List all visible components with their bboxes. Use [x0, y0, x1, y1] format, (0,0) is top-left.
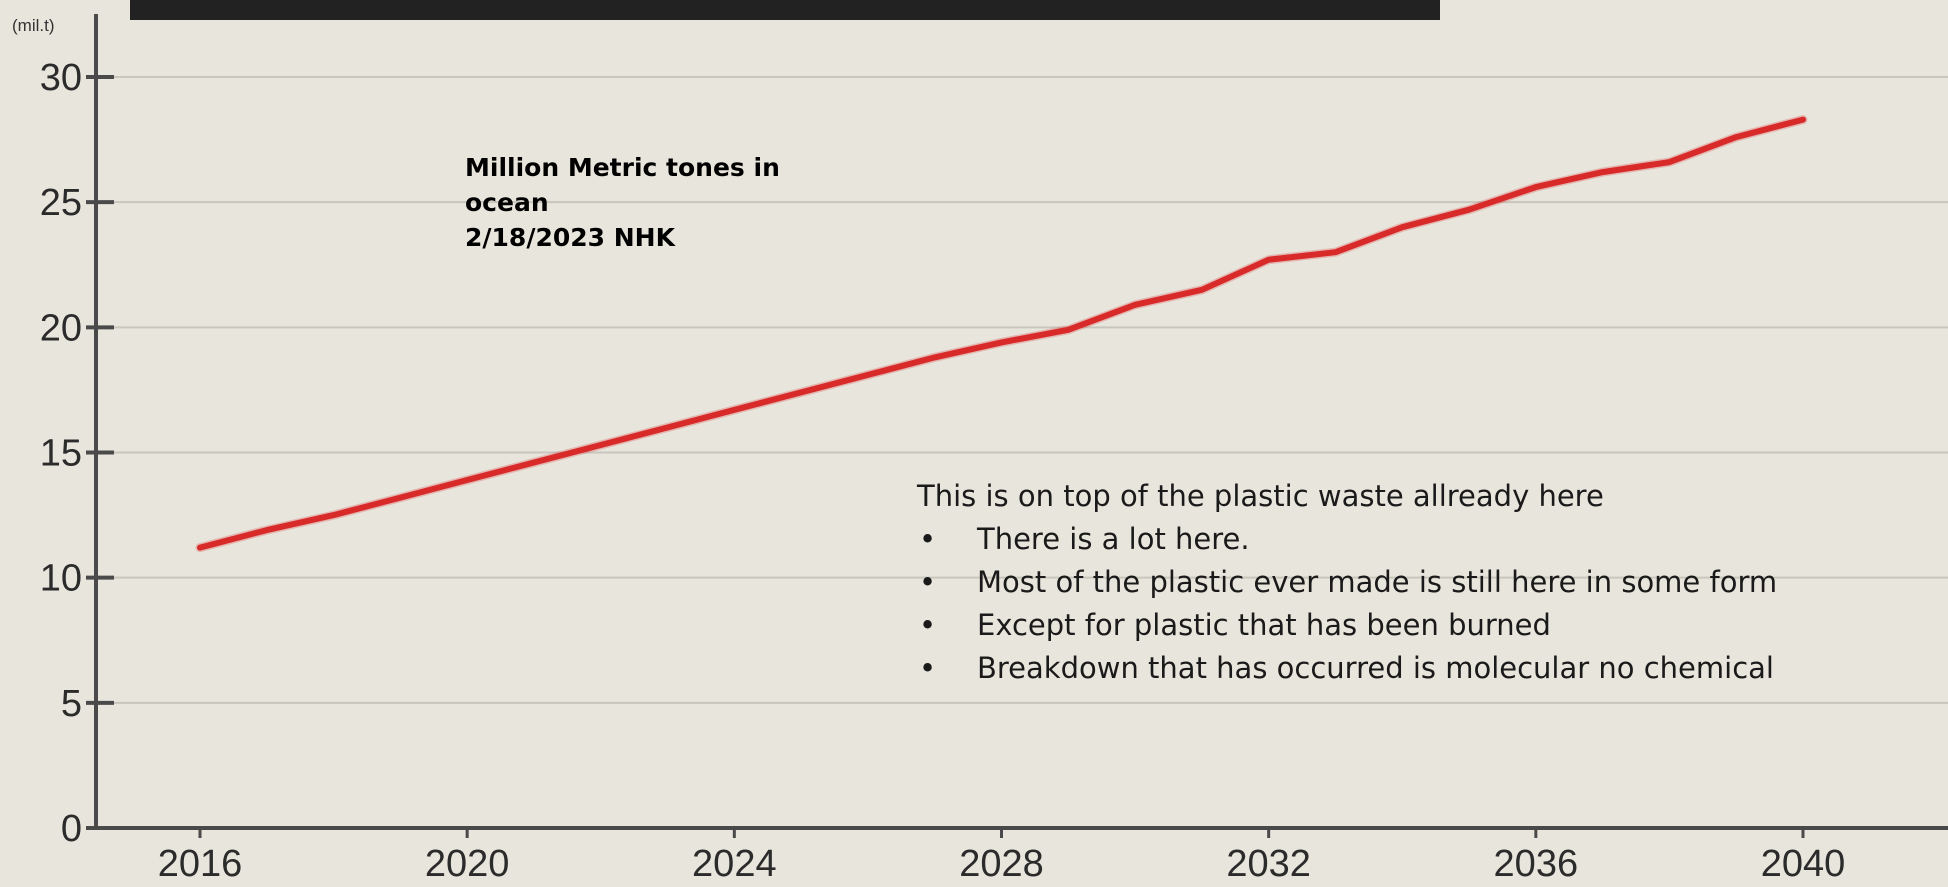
bullet-icon: •	[919, 565, 937, 599]
list-item: • There is a lot here.	[917, 518, 1937, 561]
list-item-text: Most of the plastic ever made is still h…	[977, 565, 1778, 599]
series-layer	[195, 115, 1808, 553]
list-item-text: Breakdown that has occurred is molecular…	[977, 651, 1774, 685]
y-tick-label: 20	[40, 307, 82, 349]
list-item: • Except for plastic that has been burned	[917, 604, 1937, 647]
chart-annotation: Million Metric tones in ocean 2/18/2023 …	[465, 150, 885, 255]
series-line	[197, 116, 1806, 551]
y-tick-label: 0	[61, 808, 82, 850]
y-tick-label: 30	[40, 57, 82, 99]
x-tick-label: 2016	[158, 843, 243, 885]
annotation-line: ocean	[465, 188, 549, 217]
annotation-line: Million Metric tones in	[465, 153, 780, 182]
x-tick-label: 2040	[1761, 843, 1846, 885]
list-item-text: There is a lot here.	[977, 522, 1250, 556]
grid-lines	[96, 76, 1948, 704]
y-tick-label: 25	[40, 182, 82, 224]
x-tick-label: 2028	[959, 843, 1044, 885]
list-item: • Breakdown that has occurred is molecula…	[917, 647, 1937, 690]
bullet-icon: •	[919, 522, 937, 556]
y-tick-label: 15	[40, 433, 82, 475]
y-tick-label: 10	[40, 558, 82, 600]
x-tick-label: 2020	[425, 843, 510, 885]
notes-list: • There is a lot here. • Most of the plast…	[917, 518, 1937, 690]
x-tick-label: 2024	[692, 843, 777, 885]
tick-labels: 0 5 10 15 20 25 30 2016 2020 2024 2028 2032 2036 2040	[40, 57, 1846, 885]
list-item: • Most of the plastic ever made is still …	[917, 561, 1937, 604]
x-tick-label: 2032	[1226, 843, 1311, 885]
bullet-icon: •	[919, 608, 937, 642]
notes-box: This is on top of the plastic waste allr…	[917, 475, 1937, 690]
axes	[86, 14, 1948, 838]
list-item-text: Except for plastic that has been burned	[977, 608, 1551, 642]
notes-heading: This is on top of the plastic waste allr…	[917, 479, 1604, 513]
y-unit-label: (mil.t)	[12, 16, 54, 35]
y-tick-label: 5	[61, 683, 82, 725]
bullet-icon: •	[919, 651, 937, 685]
x-tick-label: 2036	[1494, 843, 1579, 885]
annotation-line: 2/18/2023 NHK	[465, 223, 675, 252]
top-banner	[130, 0, 1440, 20]
